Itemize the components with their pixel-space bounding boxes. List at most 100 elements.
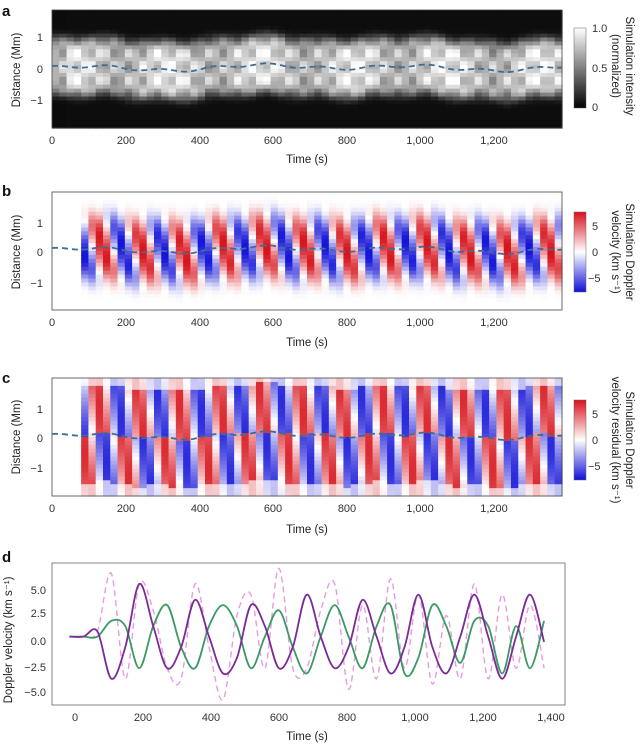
heatmap-cell: [314, 290, 323, 295]
heatmap-cell: [277, 215, 286, 221]
heatmap-cell: [248, 215, 257, 221]
heatmap-cell: [205, 53, 213, 58]
heatmap-cell: [241, 195, 250, 201]
heatmap-cell: [95, 286, 104, 291]
heatmap-cell: [554, 25, 563, 31]
heatmap-cell: [110, 207, 119, 213]
heatmap-cell: [219, 456, 228, 462]
heatmap-cell: [270, 124, 279, 129]
heatmap-cell: [132, 381, 141, 387]
heatmap-cell: [95, 274, 104, 280]
heatmap-cell: [175, 429, 184, 434]
heatmap-cell: [212, 476, 221, 481]
heatmap-cell: [292, 247, 301, 252]
heatmap-cell: [387, 112, 396, 117]
heatmap-cell: [343, 37, 352, 43]
heatmap-cell: [387, 290, 396, 295]
heatmap-cell: [445, 270, 454, 276]
heatmap-cell: [110, 393, 119, 399]
heatmap-cell: [474, 108, 483, 113]
heatmap-cell: [73, 195, 82, 201]
heatmap-cell: [154, 251, 162, 256]
heatmap-cell: [467, 266, 476, 272]
heatmap-cell: [489, 270, 498, 276]
heatmap-cell: [474, 80, 483, 86]
heatmap-cell: [124, 219, 133, 225]
heatmap-cell: [73, 464, 82, 470]
heatmap-cell: [336, 13, 345, 19]
heatmap-cell: [299, 120, 308, 125]
heatmap-cell: [205, 61, 213, 66]
heatmap-cell: [496, 302, 505, 307]
heatmap-cell: [270, 274, 279, 280]
heatmap-cell: [219, 72, 228, 78]
heatmap-cell: [336, 302, 345, 307]
heatmap-cell: [445, 235, 454, 240]
heatmap-cell: [263, 49, 272, 54]
heatmap-cell: [452, 286, 461, 291]
heatmap-cell: [256, 219, 264, 225]
heatmap-cell: [547, 262, 556, 268]
heatmap-cell: [365, 251, 374, 256]
heatmap-cell: [277, 65, 286, 70]
heatmap-cell: [299, 37, 308, 43]
heatmap-cell: [154, 84, 162, 90]
heatmap-cell: [554, 199, 563, 205]
heatmap-cell: [234, 302, 243, 307]
heatmap-cell: [277, 21, 286, 27]
heatmap-cell: [52, 239, 60, 244]
heatmap-cell: [554, 266, 563, 272]
heatmap-cell: [496, 80, 505, 86]
heatmap-cell: [467, 199, 476, 205]
heatmap-cell: [132, 33, 141, 39]
heatmap-cell: [212, 61, 221, 66]
heatmap-cell: [481, 282, 490, 287]
heatmap-cell: [503, 254, 512, 260]
heatmap-cell: [95, 262, 104, 268]
heatmap-cell: [263, 192, 272, 197]
heatmap-cell: [132, 484, 141, 489]
heatmap-cell: [503, 262, 512, 268]
heatmap-cell: [321, 231, 330, 236]
heatmap-cell: [248, 10, 257, 15]
heatmap-cell: [52, 444, 60, 450]
heatmap-cell: [554, 96, 563, 102]
heatmap-cell: [146, 302, 155, 307]
heatmap-cell: [66, 223, 75, 228]
heatmap-cell: [117, 57, 126, 62]
heatmap-cell: [248, 104, 257, 109]
heatmap-cell: [219, 437, 228, 442]
heatmap-cell: [168, 476, 177, 481]
heatmap-cell: [248, 96, 257, 102]
heatmap-cell: [95, 13, 104, 19]
heatmap-cell: [234, 108, 243, 113]
heatmap-cell: [66, 254, 75, 260]
heatmap-cell: [263, 84, 272, 90]
heatmap-cell: [132, 480, 141, 485]
heatmap-cell: [175, 389, 184, 395]
heatmap-cell: [168, 484, 177, 489]
heatmap-cell: [241, 88, 250, 94]
heatmap-cell: [132, 80, 141, 86]
heatmap-cell: [241, 235, 250, 240]
heatmap-cell: [474, 286, 483, 291]
heatmap-cell: [438, 100, 447, 105]
heatmap-cell: [205, 49, 213, 54]
heatmap-cell: [365, 80, 374, 86]
heatmap-cell: [73, 116, 82, 121]
heatmap-cell: [226, 444, 235, 450]
heatmap-cell: [387, 88, 396, 94]
heatmap-cell: [365, 211, 374, 217]
heatmap-cell: [270, 96, 279, 102]
heatmap-cell: [110, 239, 119, 244]
heatmap-cell: [66, 429, 75, 434]
heatmap-cell: [328, 33, 337, 39]
heatmap-cell: [540, 207, 549, 213]
heatmap-cell: [226, 243, 235, 248]
y-axis-title-a: Distance (Mm): [11, 32, 23, 107]
heatmap-cell: [350, 207, 359, 213]
heatmap-cell: [161, 215, 170, 221]
heatmap-cell: [59, 429, 68, 434]
heatmap-cell: [95, 219, 104, 225]
heatmap-cell: [532, 239, 541, 244]
